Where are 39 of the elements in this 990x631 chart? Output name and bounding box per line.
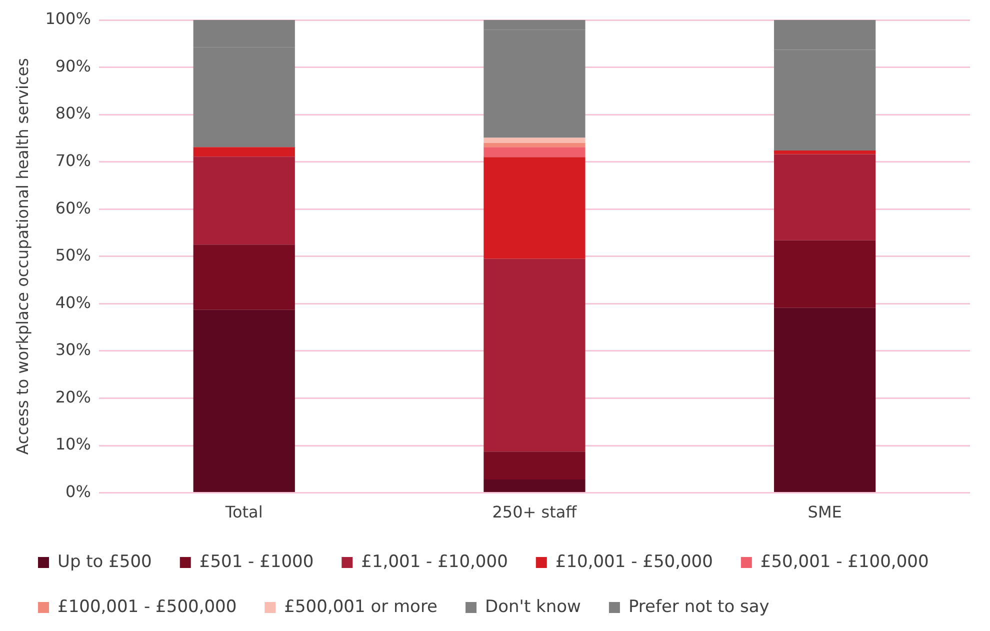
bar xyxy=(774,150,876,154)
x-tick-label: 250+ staff xyxy=(492,502,578,522)
bar xyxy=(484,258,586,452)
bar xyxy=(193,156,295,245)
bar xyxy=(193,147,295,157)
y-axis-title: Access to workplace occupational health services xyxy=(12,58,32,455)
legend-label: £100,001 - £500,000 xyxy=(58,596,237,617)
legend-label: Don't know xyxy=(485,596,582,617)
y-tick-label: 40% xyxy=(55,292,91,312)
legend-label: £10,001 - £50,000 xyxy=(555,552,713,572)
y-tick-label: 0% xyxy=(66,482,91,501)
bar xyxy=(484,138,586,143)
legend-label: £501 - £1000 xyxy=(199,552,314,572)
bar xyxy=(193,244,295,310)
y-tick-label: 70% xyxy=(55,150,91,170)
legend-label: Up to £500 xyxy=(58,552,152,572)
y-tick-label: 10% xyxy=(55,434,91,454)
y-tick-label: 30% xyxy=(55,340,91,360)
x-tick-label: SME xyxy=(808,502,842,522)
legend-label: £500,001 or more xyxy=(284,596,438,617)
y-tick-label: 100% xyxy=(45,9,91,28)
bar xyxy=(484,147,586,158)
y-tick-label: 90% xyxy=(55,56,91,76)
bar xyxy=(484,157,586,259)
y-tick-label: 50% xyxy=(55,246,91,265)
legend-label: £50,001 - £100,000 xyxy=(760,552,929,572)
x-tick-label: Total xyxy=(224,502,263,522)
legend-label: Prefer not to say xyxy=(628,596,770,617)
bar xyxy=(484,480,586,492)
y-tick-label: 60% xyxy=(55,198,91,218)
bar xyxy=(774,308,876,492)
bar xyxy=(774,154,876,240)
bar xyxy=(193,310,295,492)
bar xyxy=(774,240,876,308)
y-tick-label: 80% xyxy=(55,104,91,123)
bar xyxy=(484,452,586,480)
legend-label: £1,001 - £10,000 xyxy=(361,552,508,572)
bar xyxy=(484,142,586,148)
y-tick-label: 20% xyxy=(55,387,91,406)
